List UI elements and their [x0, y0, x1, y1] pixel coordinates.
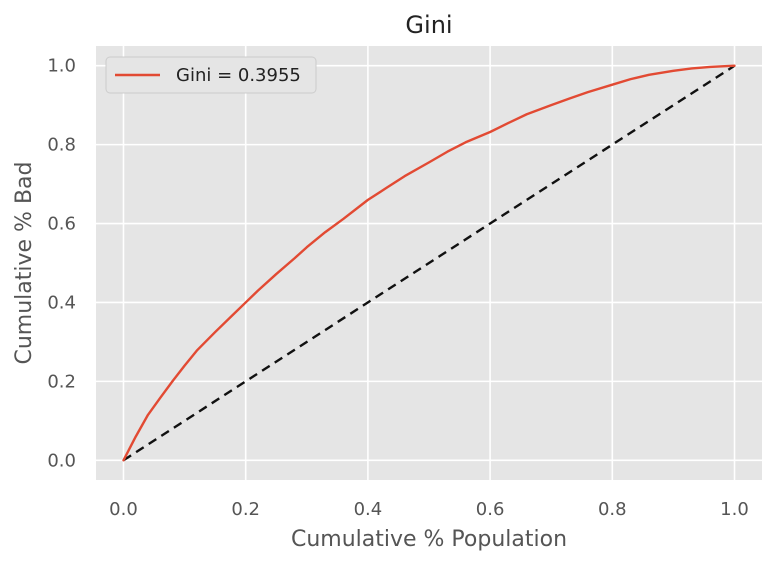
x-tick-label: 0.6: [476, 499, 505, 520]
tick-labels: 0.0 0.2 0.4 0.6 0.8 1.0 0.0 0.2 0.4 0.6 0.8 1.0: [47, 56, 748, 520]
y-tick-label: 1.0: [47, 56, 76, 77]
y-tick-label: 0.6: [47, 214, 76, 235]
y-tick-label: 0.8: [47, 135, 76, 156]
legend: Gini = 0.3955: [105, 56, 317, 94]
gini-curve-line: [122, 64, 736, 462]
legend-label-gini: Gini = 0.3955: [176, 65, 301, 86]
x-tick-label: 0.8: [598, 499, 627, 520]
y-tick-label: 0.4: [47, 292, 76, 313]
legend-box: [105, 56, 317, 94]
y-tick-label: 0.2: [47, 371, 76, 392]
series-layer: [122, 64, 736, 462]
chart-title: Gini: [405, 11, 452, 39]
x-tick-label: 1.0: [720, 499, 749, 520]
y-axis-title: Cumulative % Bad: [12, 162, 37, 365]
random-baseline-line: [122, 64, 736, 462]
x-tick-label: 0.0: [109, 499, 138, 520]
x-tick-label: 0.4: [354, 499, 383, 520]
grid: [96, 46, 762, 480]
x-axis-title: Cumulative % Population: [291, 527, 567, 552]
x-tick-label: 0.2: [231, 499, 260, 520]
y-tick-label: 0.0: [47, 450, 76, 471]
